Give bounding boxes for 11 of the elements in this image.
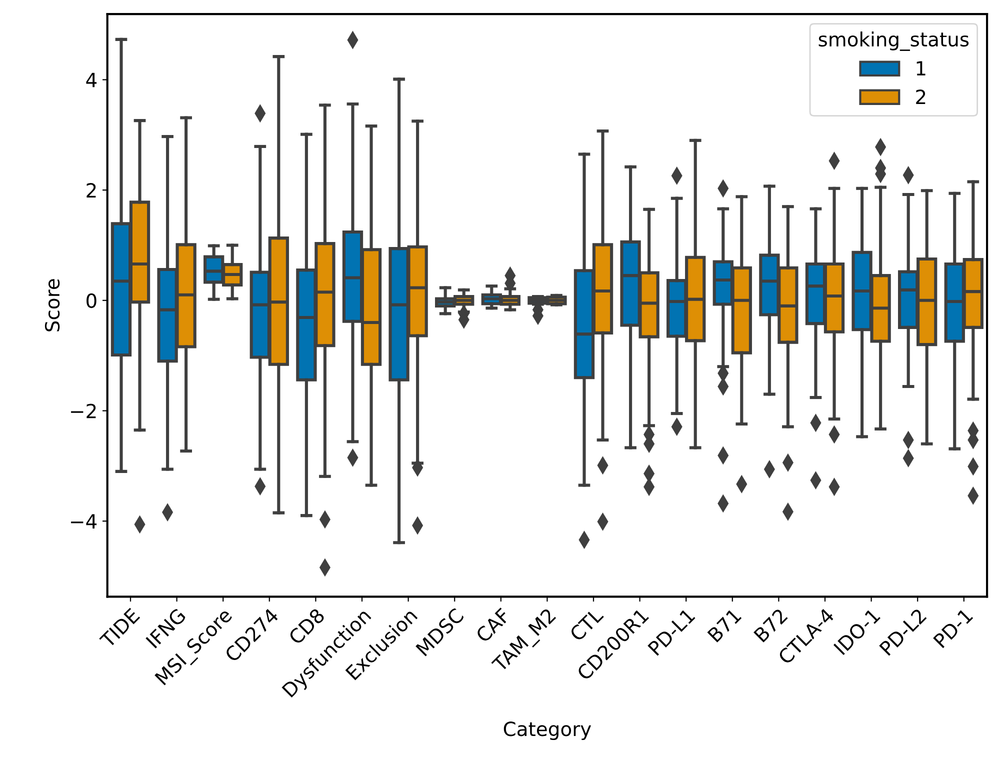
y-axis-title: Score — [44, 279, 60, 332]
y-tick-label: −4 — [71, 514, 97, 528]
legend-label: 2 — [916, 90, 926, 104]
legend-label: 1 — [916, 61, 926, 76]
y-tick-label: 4 — [86, 72, 97, 88]
x-axis-title: Category — [504, 722, 592, 740]
x-tick-label: B71 — [707, 608, 742, 642]
y-tick-label: 0 — [86, 293, 96, 308]
y-tick-label: −2 — [71, 404, 96, 418]
legend-title: smoking_status — [818, 32, 969, 51]
y-tick-label: 2 — [86, 183, 96, 198]
